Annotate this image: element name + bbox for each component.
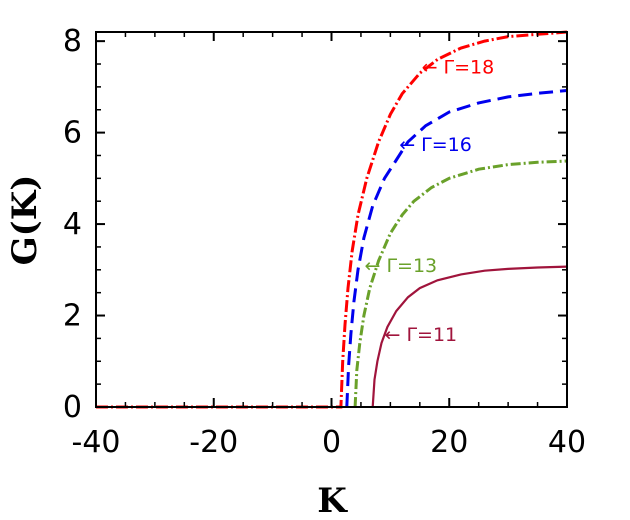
series-annotation-4: ← Γ=11 <box>385 324 458 346</box>
x-tick-label: 20 <box>430 425 468 460</box>
x-tick-label: -40 <box>72 425 121 460</box>
series-annotation-1: ← Γ=18 <box>422 56 495 78</box>
y-tick-label: 0 <box>63 390 82 425</box>
series-annotation-2: ← Γ=16 <box>399 134 472 156</box>
series-line-1 <box>96 30 568 409</box>
y-tick-label: 8 <box>63 24 82 59</box>
x-tick-label: 40 <box>548 425 586 460</box>
series-line-3 <box>353 159 568 408</box>
series-line-4 <box>371 265 568 408</box>
y-tick-label: 4 <box>63 207 82 242</box>
x-axis-title: K <box>317 481 348 520</box>
y-axis-title: G(K) <box>5 175 45 266</box>
plot-frame <box>95 31 568 408</box>
x-tick-label: 0 <box>322 425 341 460</box>
y-tick-label: 6 <box>63 116 82 151</box>
series-line-2 <box>345 89 568 408</box>
x-tick-label: -20 <box>189 425 238 460</box>
series-annotation-3: ← Γ=13 <box>365 255 438 277</box>
y-tick-label: 2 <box>63 299 82 334</box>
